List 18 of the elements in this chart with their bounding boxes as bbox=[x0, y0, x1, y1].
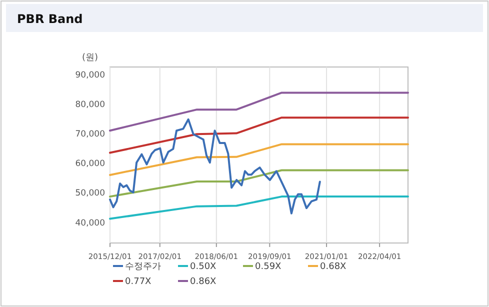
legend-label: 0.86X bbox=[190, 277, 216, 287]
y-tick-label: 80,000 bbox=[75, 100, 105, 110]
legend-label: 0.68X bbox=[320, 262, 346, 272]
y-tick-label: 50,000 bbox=[75, 188, 105, 199]
legend-label: 수정주가 bbox=[125, 262, 161, 272]
line-series bbox=[109, 118, 321, 214]
y-axis-title: (원) bbox=[82, 53, 98, 63]
legend-label: 0.77X bbox=[125, 277, 152, 287]
y-tick-label: 60,000 bbox=[75, 159, 105, 170]
legend-label: 0.50X bbox=[190, 262, 216, 272]
line-series bbox=[109, 143, 409, 176]
legend-label: 0.59X bbox=[255, 262, 282, 272]
y-tick-label: 40,000 bbox=[75, 218, 105, 228]
chart-title: PBR Band bbox=[17, 12, 83, 26]
y-tick-label: 70,000 bbox=[75, 130, 105, 140]
line-series bbox=[109, 116, 409, 154]
y-tick-label: 90,000 bbox=[75, 70, 105, 80]
line-series bbox=[109, 196, 409, 220]
